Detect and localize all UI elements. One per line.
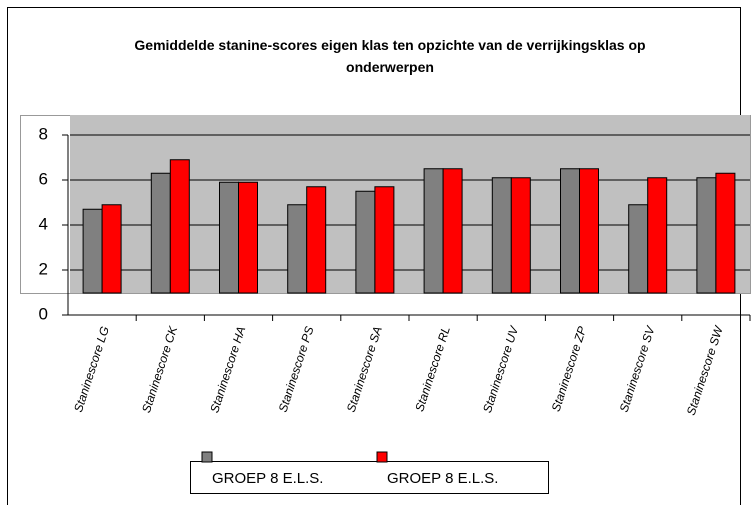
legend-swatch (376, 451, 388, 463)
bar (82, 208, 103, 294)
legend (190, 461, 549, 494)
bar (169, 159, 190, 294)
legend-swatch (201, 451, 213, 463)
bar (101, 204, 122, 294)
bar (150, 172, 171, 294)
bar (238, 181, 258, 294)
chart-title: Gemiddelde stanine-scores eigen klas ten… (134, 37, 645, 75)
bar (491, 177, 512, 294)
legend-label: GROEP 8 E.L.S. (212, 470, 323, 487)
y-tick-label: 0 (39, 304, 48, 323)
y-tick-label: 8 (39, 124, 48, 143)
bar (647, 177, 668, 294)
y-tick-label: 4 (39, 214, 48, 233)
bar (423, 168, 444, 294)
y-tick-label: 6 (39, 169, 48, 188)
bar (442, 168, 463, 294)
bar (560, 168, 580, 294)
bar (355, 190, 376, 294)
legend-label: GROEP 8 E.L.S. (387, 470, 498, 487)
bar (715, 172, 736, 294)
bar (306, 186, 327, 294)
bar (579, 168, 599, 294)
bar (696, 177, 717, 294)
bar (628, 204, 649, 294)
bar (219, 181, 239, 294)
y-tick-label: 2 (39, 259, 48, 278)
bar (374, 186, 395, 294)
bar (510, 177, 531, 294)
bar (287, 204, 308, 294)
